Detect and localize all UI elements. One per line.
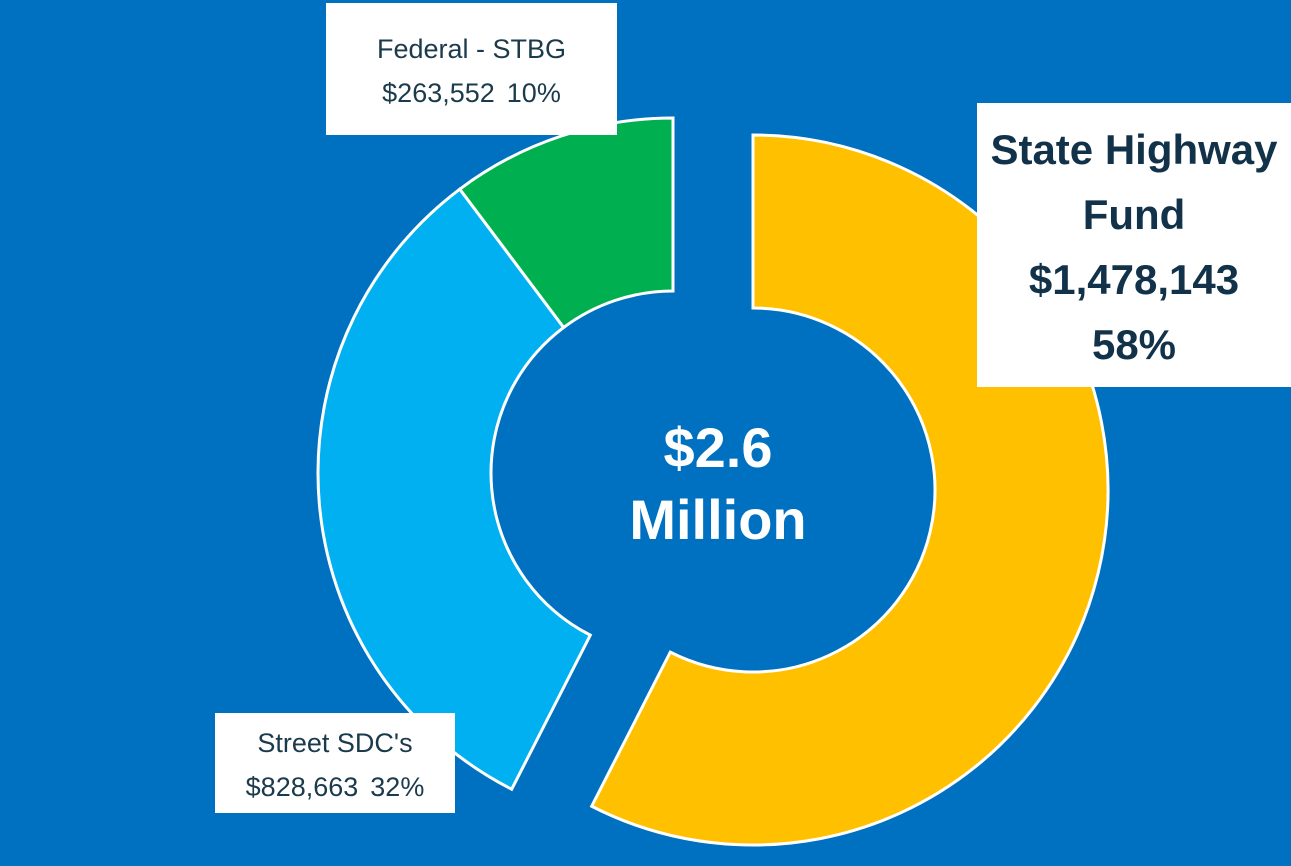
percent-label: 32% bbox=[370, 772, 425, 802]
data-label: Federal - STBG $263,552 10% bbox=[326, 3, 617, 135]
percent-label: 58% bbox=[1091, 321, 1177, 368]
donut-slice bbox=[457, 116, 675, 330]
category-label: State Highway Fund bbox=[990, 126, 1278, 238]
category-label: Street SDC's bbox=[257, 728, 413, 758]
percent-label: 10% bbox=[506, 78, 561, 108]
data-label: Street SDC's $828,663 32% bbox=[215, 713, 455, 813]
center-line: $2.6 bbox=[663, 416, 773, 479]
value-line: $828,663 32% bbox=[215, 765, 455, 809]
value-label: $828,663 bbox=[245, 772, 359, 802]
category-label: Federal - STBG bbox=[376, 34, 567, 64]
value-label: $263,552 bbox=[382, 78, 495, 108]
value-label: $1,478,143 bbox=[1028, 256, 1240, 303]
data-label: State Highway Fund $1,478,143 58% bbox=[977, 103, 1291, 387]
value-line: $263,552 10% bbox=[326, 71, 617, 115]
center-label: $2.6 Million bbox=[568, 412, 868, 556]
donut-slice bbox=[316, 187, 593, 792]
center-line: Million bbox=[629, 488, 807, 551]
